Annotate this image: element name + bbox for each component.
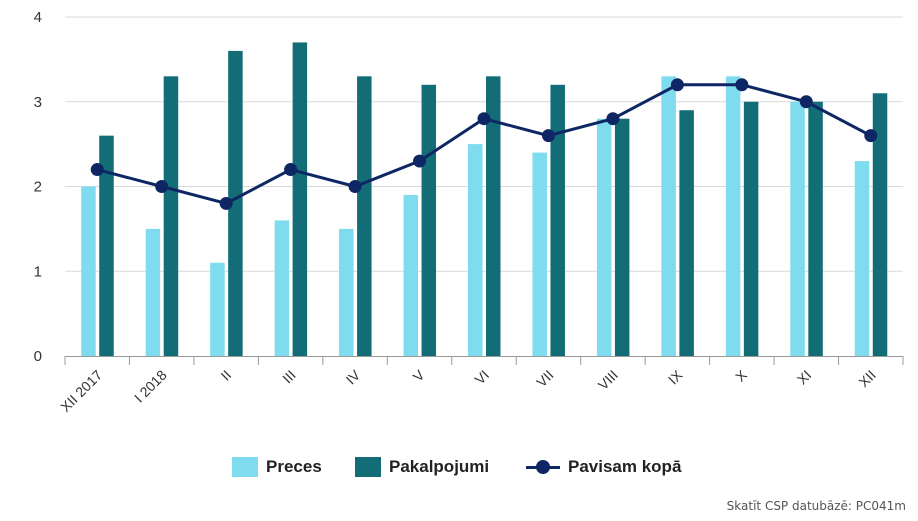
bar-preces (725, 76, 741, 356)
bar-preces (790, 101, 805, 356)
point-pavisam-kopa (541, 129, 555, 143)
bar-pakalpojumi (99, 135, 114, 356)
y-tick-label: 2 (34, 179, 42, 196)
bar-pakalpojumi (550, 84, 565, 357)
bar-preces (339, 228, 354, 356)
bar-pakalpojumi (614, 118, 630, 356)
x-tick-label: V (410, 366, 428, 384)
x-tick-label: XII (855, 367, 878, 390)
legend-swatch-pavisam (526, 457, 560, 477)
legend-label-pavisam: Pavisam kopā (568, 457, 682, 476)
legend: Preces Pakalpojumi Pavisam kopā (0, 457, 918, 491)
point-pavisam-kopa (348, 180, 362, 193)
point-pavisam-kopa (155, 180, 169, 193)
x-tick-label: IX (665, 366, 686, 387)
bar-preces (532, 152, 547, 356)
point-pavisam-kopa (284, 163, 298, 177)
bar-pakalpojumi (292, 42, 308, 357)
bar-preces (210, 262, 225, 356)
point-pavisam-kopa (735, 78, 749, 92)
x-tick-label: VI (471, 367, 492, 388)
x-tick-label: II (217, 367, 234, 384)
x-tick-label: XII 2017 (57, 367, 105, 415)
bar-pakalpojumi (486, 76, 501, 356)
bar-pakalpojumi (357, 76, 372, 356)
legend-swatch-pakalpojumi (355, 457, 381, 477)
x-tick-label: IV (343, 366, 364, 387)
y-tick-label: 0 (34, 348, 42, 365)
point-pavisam-kopa (477, 112, 491, 126)
legend-label-preces: Preces (266, 457, 322, 476)
point-pavisam-kopa (864, 129, 878, 143)
x-tick-label: VII (533, 367, 556, 390)
bar-pakalpojumi (163, 76, 179, 356)
y-tick-label: 3 (34, 94, 42, 111)
bar-pakalpojumi (743, 101, 759, 356)
bar-preces (596, 118, 612, 356)
legend-swatch-preces (232, 457, 258, 477)
y-tick-label: 4 (34, 9, 42, 26)
y-tick-label: 1 (34, 263, 42, 280)
x-tick-label: III (279, 367, 299, 387)
x-tick-label: XI (794, 367, 815, 388)
bar-preces (274, 220, 290, 356)
point-pavisam-kopa (799, 95, 813, 109)
point-pavisam-kopa (90, 163, 104, 177)
bar-pakalpojumi (421, 84, 437, 357)
bar-preces (81, 186, 96, 356)
legend-item-pakalpojumi[interactable]: Pakalpojumi (355, 457, 489, 477)
x-tick-label: I 2018 (131, 367, 170, 406)
bar-preces (403, 194, 419, 356)
bar-pakalpojumi (679, 110, 694, 356)
legend-item-preces[interactable]: Preces (232, 457, 322, 477)
x-tick-label: X (732, 366, 750, 384)
x-tick-label: VIII (595, 367, 621, 393)
bar-preces (661, 76, 676, 356)
point-pavisam-kopa (670, 78, 684, 92)
bar-preces (468, 144, 483, 356)
bar-preces (854, 161, 870, 356)
point-pavisam-kopa (219, 196, 233, 210)
bar-preces (145, 228, 161, 356)
legend-label-pakalpojumi: Pakalpojumi (389, 457, 490, 476)
point-pavisam-kopa (413, 154, 427, 168)
point-pavisam-kopa (606, 112, 620, 126)
bar-pakalpojumi (228, 50, 243, 357)
source-note: Skatīt CSP datubāzē: PC041m (726, 499, 906, 513)
bar-pakalpojumi (808, 101, 823, 356)
legend-item-pavisam[interactable]: Pavisam kopā (526, 457, 681, 477)
bar-pakalpojumi (872, 93, 888, 357)
